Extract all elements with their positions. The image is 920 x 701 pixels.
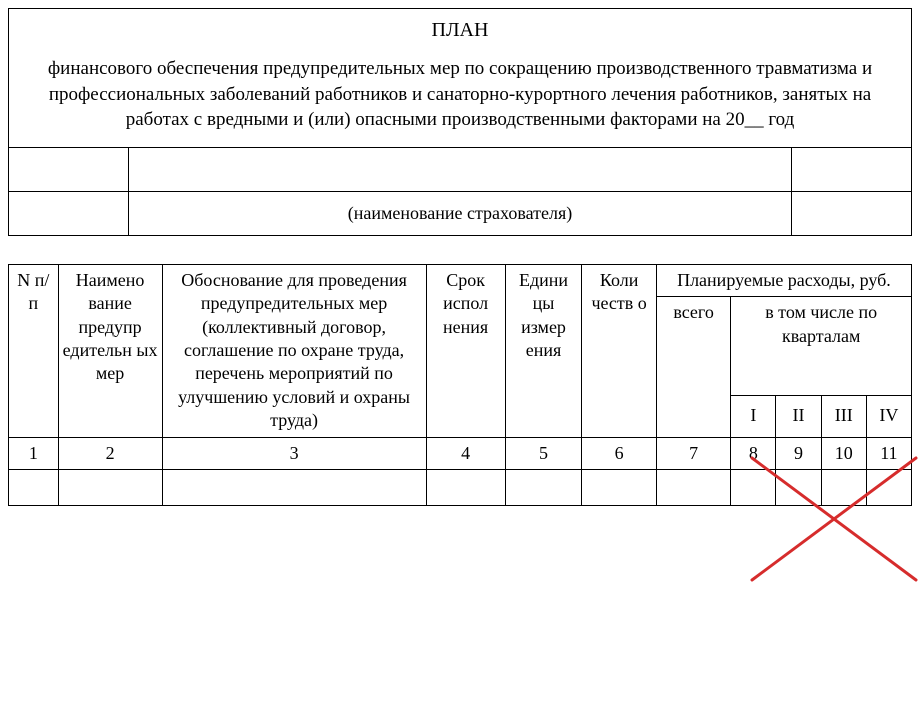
num-6: 6 [582,437,656,469]
empty-6 [582,470,656,506]
blank-cell-right [792,147,912,191]
main-table: N п/п Наимено вание предупр едительн ых … [8,264,912,506]
header-table: ПЛАН финансового обеспечения предупредит… [8,8,912,236]
col-quarters-group: в том числе по кварталам [731,297,912,395]
header-row-1: N п/п Наимено вание предупр едительн ых … [9,264,912,296]
col-justification: Обоснование для проведения предупредител… [162,264,426,437]
plan-subtitle: финансового обеспечения предупредительны… [29,56,891,133]
col-q1: I [731,395,776,437]
empty-9 [776,470,821,506]
col-total: всего [656,297,730,437]
insurer-label: (наименование страхователя) [129,191,792,235]
num-4: 4 [426,437,505,469]
num-3: 3 [162,437,426,469]
col-q3: III [821,395,866,437]
num-11: 11 [866,437,911,469]
num-5: 5 [505,437,582,469]
empty-10 [821,470,866,506]
number-row: 1 2 3 4 5 6 7 8 9 10 11 [9,437,912,469]
empty-4 [426,470,505,506]
num-2: 2 [58,437,162,469]
empty-2 [58,470,162,506]
empty-7 [656,470,730,506]
num-7: 7 [656,437,730,469]
col-qty: Коли честв о [582,264,656,437]
empty-row [9,470,912,506]
plan-title: ПЛАН [29,19,891,42]
main-table-wrap: N п/п Наимено вание предупр едительн ых … [8,264,912,506]
col-name: Наимено вание предупр едительн ых мер [58,264,162,437]
empty-3 [162,470,426,506]
title-cell: ПЛАН финансового обеспечения предупредит… [9,9,912,148]
num-8: 8 [731,437,776,469]
insurer-cell-right [792,191,912,235]
empty-5 [505,470,582,506]
col-npp: N п/п [9,264,59,437]
empty-8 [731,470,776,506]
blank-row [9,147,912,191]
blank-cell-mid [129,147,792,191]
col-units: Едини цы измер ения [505,264,582,437]
col-q2: II [776,395,821,437]
empty-11 [866,470,911,506]
empty-1 [9,470,59,506]
num-9: 9 [776,437,821,469]
col-q4: IV [866,395,911,437]
insurer-cell-left [9,191,129,235]
blank-cell-left [9,147,129,191]
num-1: 1 [9,437,59,469]
col-expenses-group: Планируемые расходы, руб. [656,264,911,296]
spacer [8,236,912,264]
col-term: Срок испол нения [426,264,505,437]
num-10: 10 [821,437,866,469]
insurer-row: (наименование страхователя) [9,191,912,235]
